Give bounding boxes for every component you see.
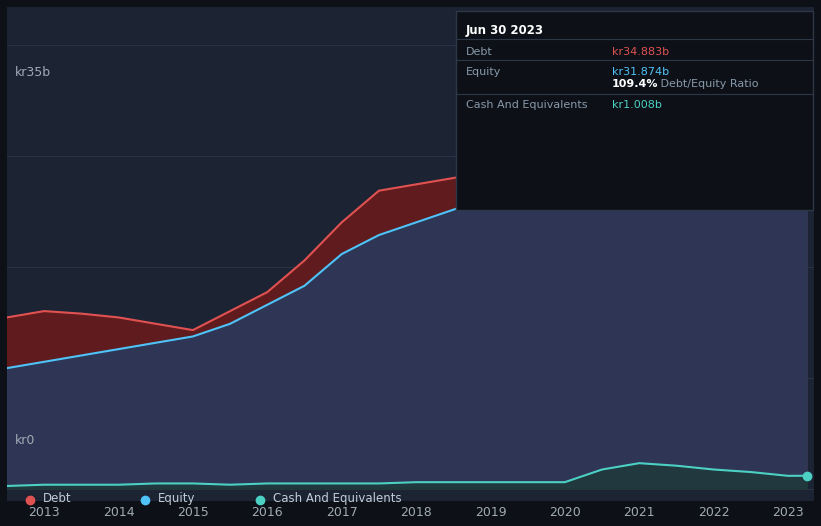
Text: kr0: kr0 — [15, 434, 35, 447]
Text: 109.4%: 109.4% — [612, 79, 658, 89]
Text: kr1.008b: kr1.008b — [612, 100, 662, 110]
Text: Equity: Equity — [158, 492, 195, 505]
Text: Cash And Equivalents: Cash And Equivalents — [466, 100, 587, 110]
Text: kr31.874b: kr31.874b — [612, 67, 669, 77]
Text: kr34.883b: kr34.883b — [612, 47, 669, 57]
Text: Equity: Equity — [466, 67, 501, 77]
Text: Jun 30 2023: Jun 30 2023 — [466, 24, 544, 37]
Text: Debt: Debt — [466, 47, 493, 57]
Text: Debt/Equity Ratio: Debt/Equity Ratio — [657, 79, 759, 89]
Text: Debt: Debt — [43, 492, 71, 505]
Text: Cash And Equivalents: Cash And Equivalents — [273, 492, 401, 505]
Text: kr35b: kr35b — [15, 66, 51, 79]
